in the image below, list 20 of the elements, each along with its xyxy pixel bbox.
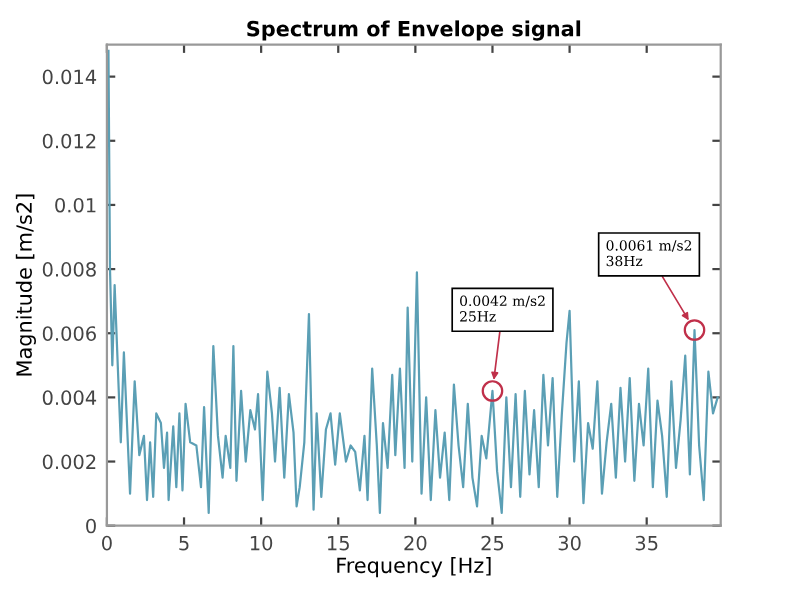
x-axis-title: Frequency [Hz]	[337, 557, 491, 578]
y-tick-label: 0.004	[42, 390, 97, 406]
x-tick-label: 25	[481, 535, 504, 551]
x-tick-label: 20	[404, 535, 427, 551]
y-tick-label: 0.01	[55, 197, 96, 213]
y-tick-label: 0.012	[42, 133, 96, 149]
y-tick-label: 0	[86, 518, 96, 534]
x-tick-label: 15	[328, 536, 349, 551]
y-tick-label: 0.006	[42, 326, 96, 341]
line-series	[107, 49, 719, 514]
x-tick-label: 35	[635, 535, 658, 551]
x-tick-label: 30	[558, 535, 581, 551]
y-tick-label: 0.002	[42, 454, 96, 470]
x-tick-label: 10	[250, 535, 273, 551]
x-tick-label: 0	[102, 535, 112, 551]
y-tick-label: 0.008	[42, 262, 96, 277]
y-axis-title: Magnitude [m/s2]	[15, 194, 36, 376]
y-tick-label: 0.014	[42, 69, 97, 85]
x-tick-label: 5	[179, 536, 189, 551]
chart-title: Spectrum of Envelope signal	[247, 20, 581, 41]
